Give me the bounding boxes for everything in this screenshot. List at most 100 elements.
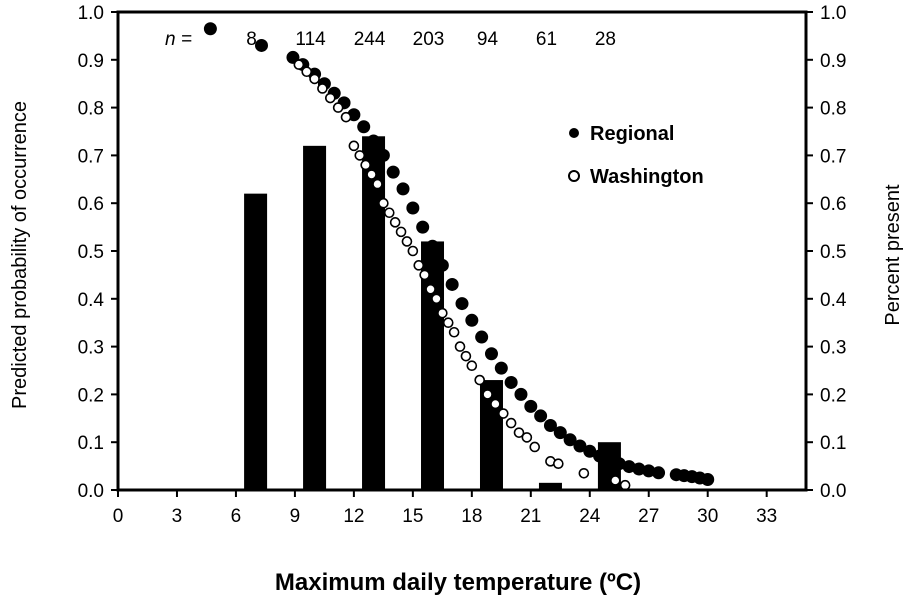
y-left-tick-label: 0.9 [78, 51, 104, 72]
washington-point [482, 389, 493, 400]
washington-point [348, 140, 360, 152]
n-prefix: n = [165, 29, 192, 50]
y-right-tick-label: 0.2 [820, 385, 846, 406]
washington-point [553, 458, 564, 470]
x-tick-label: 0 [113, 506, 124, 527]
y-left-tick-label: 0.5 [78, 242, 104, 263]
y-left-tick-label: 0.1 [78, 433, 104, 454]
regional-point [612, 457, 626, 471]
x-axis-title: Maximum daily temperature (ºC) [275, 569, 641, 596]
y-right-tick-label: 0.8 [820, 99, 846, 120]
x-tick-label: 6 [231, 506, 242, 527]
y-left-tick-label: 0.0 [78, 481, 104, 502]
n-value: 28 [595, 29, 616, 50]
washington-point [413, 260, 425, 271]
regional-point [435, 258, 449, 272]
legend-washington-label: Washington [590, 166, 704, 188]
regional-point [445, 277, 459, 291]
washington-point [466, 360, 478, 372]
y-left-tick-label: 0.6 [78, 194, 104, 215]
x-tick-label: 18 [461, 506, 482, 527]
x-tick-label: 9 [290, 506, 301, 527]
y-right-tick-label: 0.4 [820, 290, 847, 311]
regional-point [543, 418, 557, 432]
y-right-tick-label: 0.7 [820, 146, 846, 167]
n-value: 94 [477, 29, 499, 50]
washington-point [497, 408, 509, 419]
regional-point [465, 313, 479, 327]
washington-point [505, 417, 517, 429]
washington-point [490, 398, 501, 410]
washington-point [366, 169, 377, 180]
regional-point [622, 460, 636, 474]
regional-point [455, 297, 469, 311]
regional-point [642, 464, 656, 478]
y-left-tick-label: 0.3 [78, 338, 104, 359]
x-tick-label: 33 [756, 506, 777, 527]
regional-point [573, 439, 587, 453]
regional-point [632, 462, 646, 476]
washington-point [513, 427, 525, 438]
x-tick-label: 24 [579, 506, 601, 527]
washington-point [460, 350, 472, 362]
x-tick-label: 30 [697, 506, 718, 527]
washington-point [578, 467, 590, 479]
regional-point [396, 182, 410, 196]
y-axis-right-title: Percent present [882, 184, 904, 326]
regional-point [602, 453, 616, 467]
regional-point [553, 426, 567, 440]
washington-point [619, 479, 631, 491]
washington-point [372, 178, 383, 190]
bar [538, 482, 562, 490]
y-right-tick-label: 0.6 [820, 194, 846, 215]
regional-point [416, 220, 430, 234]
x-tick-label: 3 [172, 506, 183, 527]
x-tick-label: 12 [343, 506, 364, 527]
washington-point [360, 159, 371, 171]
washington-point [317, 83, 328, 94]
y-left-tick-label: 0.4 [78, 290, 105, 311]
regional-point [386, 165, 400, 179]
regional-point [524, 399, 538, 413]
washington-point [454, 341, 466, 352]
washington-point [425, 283, 436, 295]
regional-point [652, 466, 666, 480]
y-right-tick-label: 1.0 [820, 3, 846, 24]
washington-point [401, 236, 413, 247]
washington-point [309, 73, 320, 85]
washington-point [301, 66, 313, 78]
x-tick-label: 27 [638, 506, 659, 527]
washington-point [610, 475, 621, 486]
washington-point [419, 269, 430, 281]
x-tick-label: 15 [402, 506, 423, 527]
x-tick-label: 21 [520, 506, 541, 527]
y-left-tick-label: 1.0 [78, 3, 104, 24]
washington-series [293, 59, 631, 491]
n-value: 203 [413, 29, 445, 50]
regional-point [583, 444, 597, 458]
washington-point [354, 150, 366, 161]
legend-washington-marker [568, 170, 580, 182]
washington-point [340, 111, 352, 123]
n-value: 244 [354, 29, 386, 50]
washington-point [378, 197, 389, 209]
y-axis-right: 0.0 0.1 0.2 0.3 0.4 0.5 0.6 0.7 0.8 0.9 1.0 [806, 3, 847, 502]
y-right-tick-label: 0.5 [820, 242, 846, 263]
regional-point [593, 449, 607, 463]
y-right-tick-label: 0.9 [820, 51, 846, 72]
legend: Regional Washington [568, 123, 704, 188]
regional-point [475, 330, 489, 344]
washington-point [529, 441, 541, 453]
y-left-tick-label: 0.2 [78, 385, 104, 406]
washington-point [332, 102, 344, 113]
bars-layer [244, 136, 621, 490]
regional-point [504, 375, 518, 389]
legend-regional-label: Regional [590, 123, 674, 145]
bar [244, 193, 268, 490]
regional-point [426, 239, 440, 253]
y-left-tick-label: 0.7 [78, 146, 104, 167]
regional-point [367, 134, 381, 148]
washington-point [389, 217, 401, 228]
